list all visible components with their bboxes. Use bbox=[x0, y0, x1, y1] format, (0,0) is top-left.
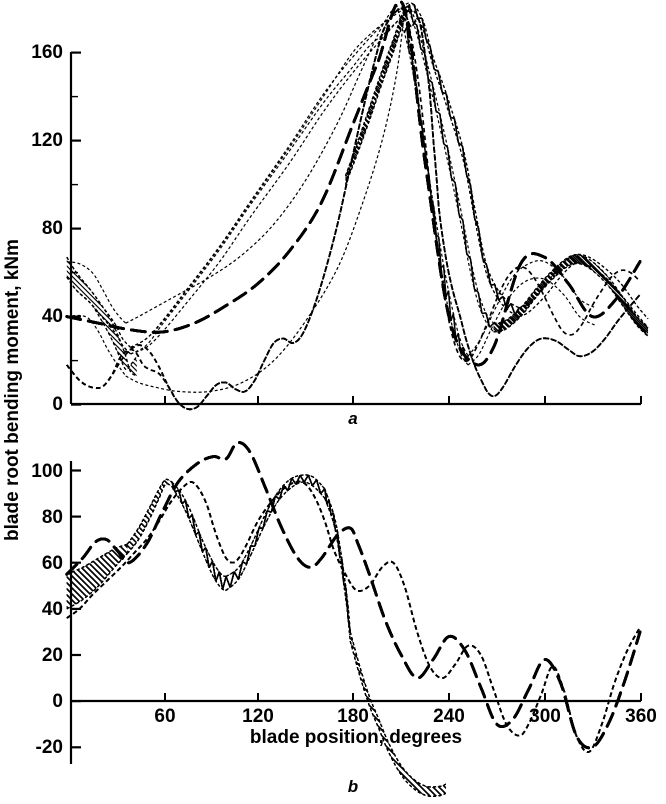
svg-text:40: 40 bbox=[42, 306, 63, 327]
svg-text:100: 100 bbox=[31, 461, 63, 482]
svg-text:240: 240 bbox=[433, 706, 465, 727]
svg-text:20: 20 bbox=[42, 645, 63, 666]
svg-text:0: 0 bbox=[52, 394, 63, 415]
svg-text:60: 60 bbox=[42, 553, 63, 574]
svg-text:180: 180 bbox=[337, 706, 369, 727]
svg-text:80: 80 bbox=[42, 218, 63, 239]
svg-text:blade root bending moment, kNm: blade root bending moment, kNm bbox=[2, 239, 23, 541]
svg-text:blade position, degrees: blade position, degrees bbox=[250, 727, 462, 748]
svg-text:360: 360 bbox=[625, 706, 657, 727]
svg-text:160: 160 bbox=[31, 42, 63, 63]
svg-text:-20: -20 bbox=[36, 737, 63, 758]
svg-text:80: 80 bbox=[42, 507, 63, 528]
svg-text:60: 60 bbox=[154, 706, 175, 727]
svg-text:a: a bbox=[348, 409, 357, 428]
svg-text:120: 120 bbox=[242, 706, 274, 727]
svg-text:b: b bbox=[348, 777, 358, 796]
svg-text:300: 300 bbox=[529, 706, 561, 727]
svg-text:120: 120 bbox=[31, 130, 63, 151]
svg-text:40: 40 bbox=[42, 599, 63, 620]
svg-text:0: 0 bbox=[52, 691, 63, 712]
